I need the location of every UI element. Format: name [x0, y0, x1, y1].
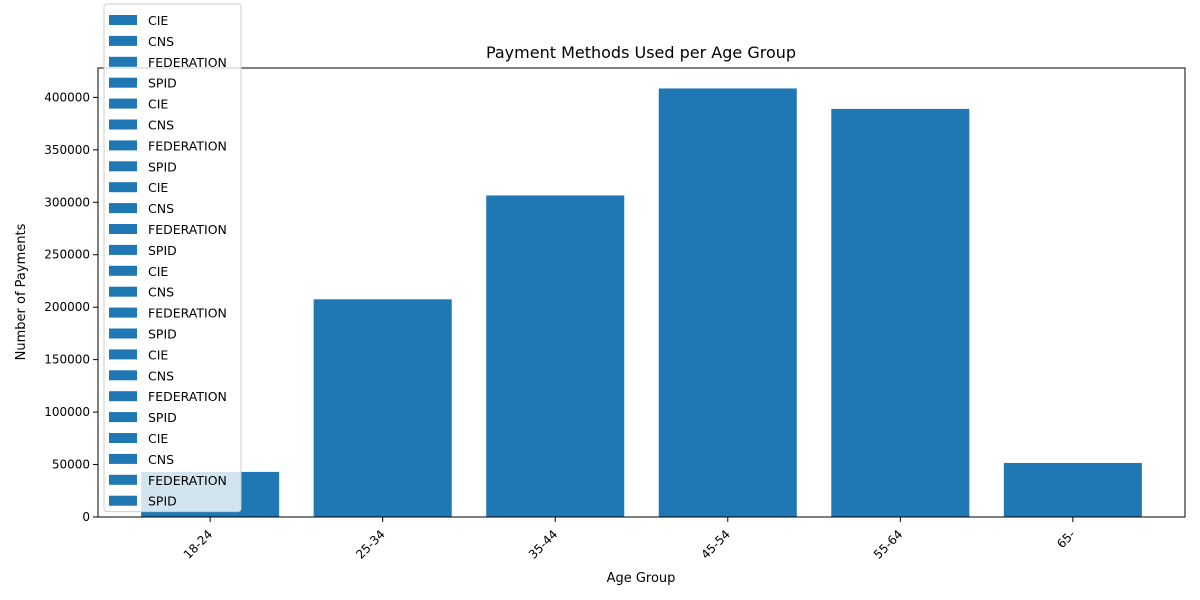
legend-label: FEDERATION	[148, 473, 227, 488]
x-axis-label: Age Group	[607, 571, 676, 586]
y-axis: 0 50000 100000 150000 200000 250000 300000 3500…	[44, 90, 98, 524]
x-tick-label: 35-44	[526, 527, 561, 562]
legend-label: CNS	[148, 201, 174, 216]
legend-box	[103, 3, 242, 513]
legend-swatch	[109, 349, 137, 360]
legend-label: SPID	[148, 76, 177, 91]
legend-swatch	[109, 307, 137, 318]
legend-swatch	[109, 119, 137, 130]
y-tick-label: 50000	[52, 458, 90, 472]
legend-label: CIE	[148, 180, 168, 195]
legend-swatch	[109, 182, 137, 193]
legend-swatch	[109, 286, 137, 297]
legend-label: FEDERATION	[148, 306, 227, 321]
bar-35-44	[486, 195, 625, 518]
legend-swatch	[109, 140, 137, 151]
x-tick-label: 25-34	[353, 527, 388, 562]
x-tick-label: 55-64	[871, 527, 906, 562]
legend-label: FEDERATION	[148, 55, 227, 70]
bar-65-	[1003, 462, 1142, 517]
y-tick-label: 400000	[44, 90, 90, 104]
legend-swatch	[109, 433, 137, 443]
legend-swatch	[109, 391, 137, 402]
legend-swatch	[109, 224, 137, 234]
x-tick-label: 65-	[1054, 527, 1078, 551]
bar-25-34	[313, 299, 452, 517]
legend-label: CNS	[148, 285, 174, 300]
legend-label: CIE	[148, 431, 168, 446]
legend-label: SPID	[148, 159, 177, 174]
plot-area	[97, 67, 1186, 518]
legend-label: SPID	[148, 327, 177, 342]
legend-label: CIE	[148, 347, 168, 362]
y-tick-label: 300000	[44, 195, 90, 209]
legend-label: CNS	[148, 34, 174, 49]
legend-swatch	[109, 474, 137, 485]
legend-swatch	[109, 161, 137, 172]
legend-swatch	[109, 56, 137, 67]
y-tick-label: 250000	[44, 248, 90, 262]
legend-label: CNS	[148, 118, 174, 133]
chart-title: Payment Methods Used per Age Group	[486, 43, 796, 62]
legend-label: SPID	[148, 494, 177, 509]
legend-swatch	[109, 35, 137, 46]
y-tick-label: 0	[82, 510, 90, 524]
x-tick-label: 45-54	[698, 527, 733, 562]
legend-label: CIE	[148, 13, 168, 28]
legend-label: SPID	[148, 410, 177, 425]
legend-swatch	[109, 15, 137, 25]
legend-swatch	[109, 370, 137, 381]
legend-label: FEDERATION	[148, 138, 227, 153]
bar-55-64	[831, 108, 970, 518]
y-axis-label: Number of Payments	[14, 223, 29, 360]
legend-swatch	[109, 495, 137, 506]
legend-swatch	[109, 412, 137, 423]
y-tick-label: 200000	[44, 300, 90, 314]
x-tick-label: 18-24	[181, 527, 216, 562]
legend-label: FEDERATION	[148, 389, 227, 404]
x-axis: 18-24 25-34 35-44 45-54 55-64 65-	[181, 517, 1078, 562]
legend-swatch	[109, 98, 137, 109]
legend-swatch	[109, 203, 137, 214]
legend-label: FEDERATION	[148, 222, 227, 237]
legend-label: CNS	[148, 452, 174, 467]
legend-swatch	[109, 77, 137, 88]
legend-label: CIE	[148, 264, 168, 279]
legend: CIE CNS FEDERATION SPID CIE CNS FEDERATION SPID…	[103, 3, 242, 513]
y-tick-label: 100000	[44, 405, 90, 419]
legend-swatch	[109, 265, 137, 276]
legend-label: CNS	[148, 368, 174, 383]
y-tick-label: 150000	[44, 353, 90, 367]
legend-swatch	[109, 244, 137, 255]
legend-swatch	[109, 453, 137, 464]
bar-45-54	[658, 88, 797, 517]
legend-label: SPID	[148, 243, 177, 258]
axes-frame	[97, 67, 1186, 518]
y-tick-label: 350000	[44, 143, 90, 157]
legend-label: CIE	[148, 97, 168, 112]
legend-swatch	[109, 328, 137, 339]
